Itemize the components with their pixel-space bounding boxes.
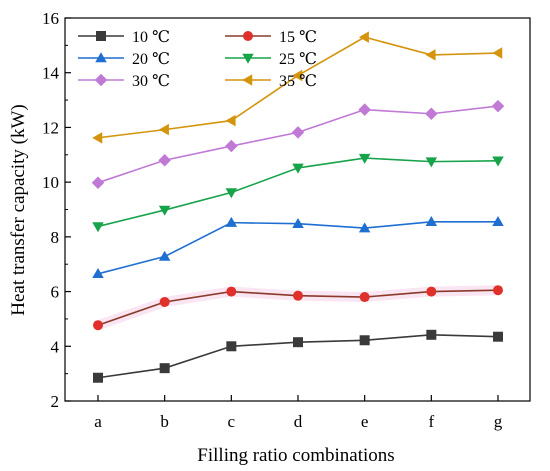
- y-axis: 2 4 6 8 10 12 14 16: [42, 9, 71, 411]
- data-point: [158, 205, 171, 216]
- y-tick-label: 8: [51, 228, 60, 247]
- data-point: [426, 329, 437, 340]
- x-tick-label: a: [94, 412, 102, 431]
- data-point: [293, 290, 303, 301]
- legend-label: 25 ℃: [279, 51, 317, 68]
- y-tick-label: 2: [51, 392, 60, 411]
- data-point: [158, 250, 171, 261]
- data-point: [425, 157, 438, 168]
- data-point: [493, 331, 503, 342]
- data-point: [292, 217, 304, 228]
- data-point: [92, 132, 103, 144]
- legend-item: 15 ℃: [225, 29, 317, 46]
- series-5: [91, 99, 505, 189]
- data-point: [93, 320, 103, 331]
- data-point: [425, 107, 438, 120]
- legend-marker: [242, 53, 254, 64]
- data-point: [426, 286, 437, 297]
- series-2: [93, 285, 503, 331]
- data-point: [158, 154, 171, 167]
- y-tick-label: 10: [42, 173, 59, 192]
- data-point: [425, 216, 438, 227]
- y-tick-label: 6: [51, 283, 60, 302]
- x-tick-label: c: [228, 412, 236, 431]
- x-axis-title: Filling ratio combinations: [197, 445, 394, 466]
- data-point: [92, 268, 104, 279]
- legend-item: 25 ℃: [225, 51, 317, 68]
- data-point: [291, 126, 305, 139]
- x-tick-label: e: [361, 412, 369, 431]
- data-point: [492, 216, 504, 227]
- legend-marker: [94, 73, 108, 87]
- data-point: [292, 69, 303, 82]
- legend-label: 35 ℃: [279, 73, 317, 90]
- legend-label: 30 ℃: [132, 73, 170, 90]
- x-tick-label: d: [294, 412, 303, 431]
- data-point: [493, 285, 503, 296]
- x-tick-label: f: [428, 412, 434, 431]
- x-tick-label: g: [494, 412, 503, 431]
- legend-marker: [242, 74, 253, 86]
- data-point: [226, 286, 237, 297]
- data-point: [225, 139, 238, 153]
- data-point: [492, 156, 504, 167]
- data-point: [225, 114, 236, 127]
- data-point: [359, 335, 370, 346]
- data-point: [226, 341, 237, 352]
- legend-label: 20 ℃: [132, 51, 170, 68]
- data-point: [292, 163, 304, 174]
- data-point: [225, 216, 238, 227]
- data-point: [358, 153, 371, 164]
- data-point: [358, 222, 371, 233]
- data-point: [92, 222, 104, 233]
- x-axis: a b c d e f g: [94, 395, 503, 431]
- data-point: [359, 292, 370, 303]
- data-point: [358, 31, 369, 43]
- legend-marker: [95, 52, 107, 63]
- data-point: [159, 363, 170, 374]
- data-point: [158, 123, 169, 136]
- legend: 10 ℃ 15 ℃ 20 ℃ 25 ℃ 30 ℃ 35 ℃: [78, 29, 317, 90]
- y-tick-label: 4: [51, 337, 60, 356]
- y-tick-label: 16: [42, 9, 59, 28]
- legend-label: 10 ℃: [132, 29, 170, 46]
- y-axis-title: Heat transfer capacity (kW): [8, 104, 29, 316]
- legend-label: 15 ℃: [279, 29, 317, 46]
- series-4: [92, 153, 504, 233]
- data-point: [91, 176, 105, 189]
- data-point: [93, 372, 103, 383]
- data-point: [358, 103, 371, 116]
- legend-item: 30 ℃: [78, 73, 170, 90]
- y-tick-label: 12: [42, 118, 59, 137]
- data-point: [425, 49, 436, 61]
- data-point: [225, 188, 238, 199]
- legend-item: 20 ℃: [78, 51, 170, 68]
- y-tick-label: 14: [42, 64, 60, 83]
- data-point: [491, 99, 505, 113]
- series-6: [92, 31, 503, 144]
- legend-marker: [96, 31, 106, 41]
- data-point: [293, 337, 303, 348]
- series-line: [97, 221, 498, 275]
- series-1: [93, 329, 503, 383]
- legend-marker: [243, 31, 253, 41]
- series-layer: [91, 31, 505, 383]
- data-point: [159, 296, 170, 307]
- series-3: [92, 216, 504, 279]
- x-tick-label: b: [160, 412, 169, 431]
- data-point: [492, 47, 503, 59]
- legend-item: 10 ℃: [78, 29, 170, 46]
- legend-item: 35 ℃: [225, 73, 317, 90]
